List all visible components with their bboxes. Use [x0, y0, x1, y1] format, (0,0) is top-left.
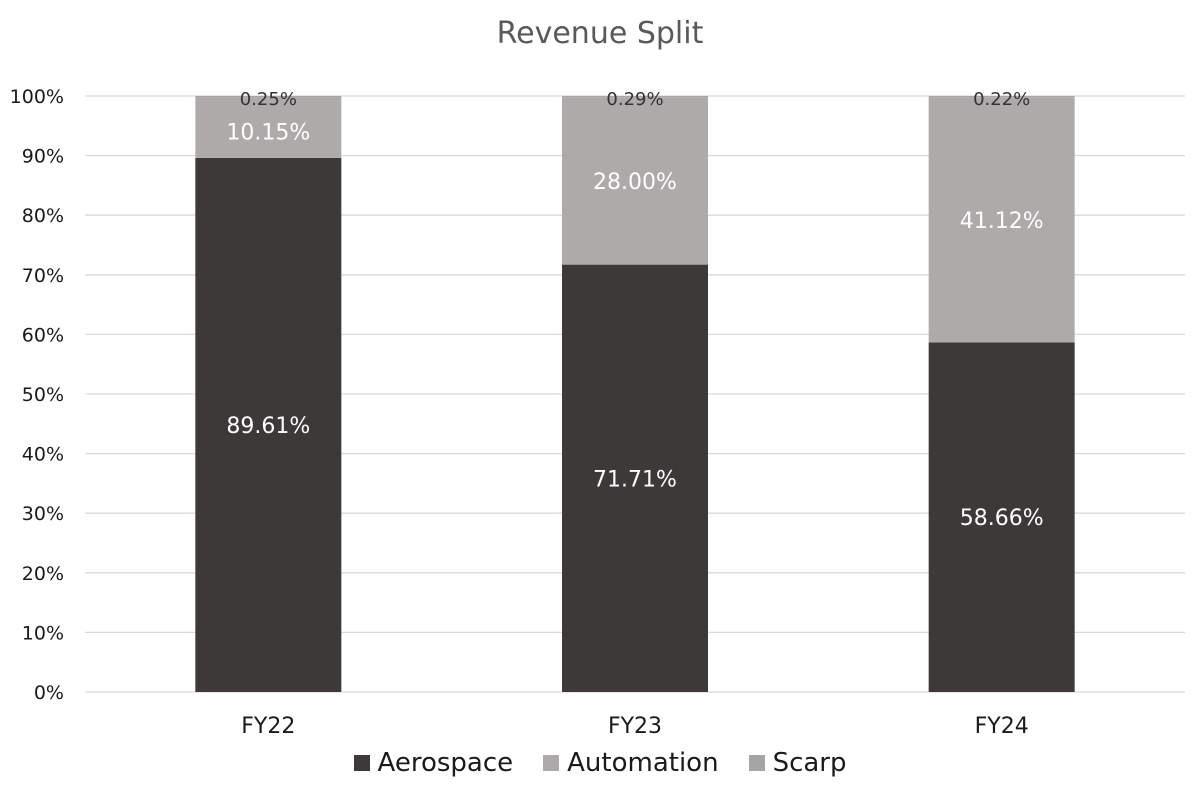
- data-label-automation-fy24: 41.12%: [960, 209, 1044, 234]
- bar-segment-aerospace-fy23: [562, 264, 708, 692]
- legend-item-scarp: Scarp: [748, 748, 847, 778]
- data-label-automation-fy22: 10.15%: [226, 120, 310, 145]
- bar-segment-scarp-fy24: [928, 96, 1075, 98]
- y-tick-label: 50%: [22, 384, 64, 406]
- legend-swatch-aerospace: [353, 755, 370, 771]
- legend-item-aerospace: Aerospace: [353, 748, 514, 778]
- x-tick-label: FY23: [608, 714, 662, 739]
- data-label-automation-fy23: 28.00%: [593, 170, 677, 195]
- data-label-aerospace-fy22: 89.61%: [226, 414, 310, 439]
- data-label-scarp-fy23: 0.29%: [606, 89, 663, 110]
- y-tick-label: 0%: [34, 682, 64, 704]
- y-tick-label: 100%: [10, 86, 64, 108]
- bar-segment-automation-fy22: [195, 97, 342, 158]
- legend-label-automation: Automation: [567, 748, 719, 778]
- bar-segment-automation-fy24: [928, 97, 1075, 343]
- y-tick-label: 70%: [22, 265, 64, 287]
- legend-label-scarp: Scarp: [772, 748, 847, 778]
- data-label-aerospace-fy24: 58.66%: [960, 506, 1044, 531]
- x-tick-label: FY24: [975, 714, 1029, 739]
- x-axis-ticks: FY22 FY23 FY24: [241, 714, 1028, 739]
- y-tick-label: 20%: [22, 563, 64, 585]
- bars: 89.61% 10.15% 0.25% 71.71% 28.00% 0.29% 58.66%…: [195, 89, 1075, 693]
- legend-swatch-automation: [543, 755, 560, 771]
- chart-title: Revenue Split: [496, 16, 704, 51]
- bar-segment-aerospace-fy24: [928, 342, 1075, 692]
- y-tick-label: 40%: [22, 444, 64, 466]
- legend-item-automation: Automation: [543, 748, 719, 778]
- data-label-scarp-fy22: 0.25%: [240, 89, 297, 110]
- data-label-aerospace-fy23: 71.71%: [593, 467, 677, 492]
- y-tick-label: 30%: [22, 503, 64, 525]
- bar-segment-aerospace-fy22: [195, 157, 342, 693]
- y-tick-label: 10%: [22, 622, 64, 644]
- legend-label-aerospace: Aerospace: [377, 748, 514, 778]
- data-label-scarp-fy24: 0.22%: [973, 89, 1030, 110]
- y-tick-label: 60%: [22, 324, 64, 346]
- legend-swatch-scarp: [748, 755, 765, 771]
- y-axis-ticks: 0% 10% 20% 30% 40% 50% 60% 70% 80% 90% 100%: [10, 86, 64, 704]
- y-tick-label: 90%: [22, 146, 64, 168]
- bar-segment-scarp-fy23: [562, 96, 708, 98]
- legend: Aerospace Automation Scarp: [0, 748, 1200, 778]
- x-tick-label: FY22: [241, 714, 295, 739]
- bar-segment-scarp-fy22: [195, 96, 342, 98]
- y-tick-label: 80%: [22, 205, 64, 227]
- bar-segment-automation-fy23: [562, 97, 708, 265]
